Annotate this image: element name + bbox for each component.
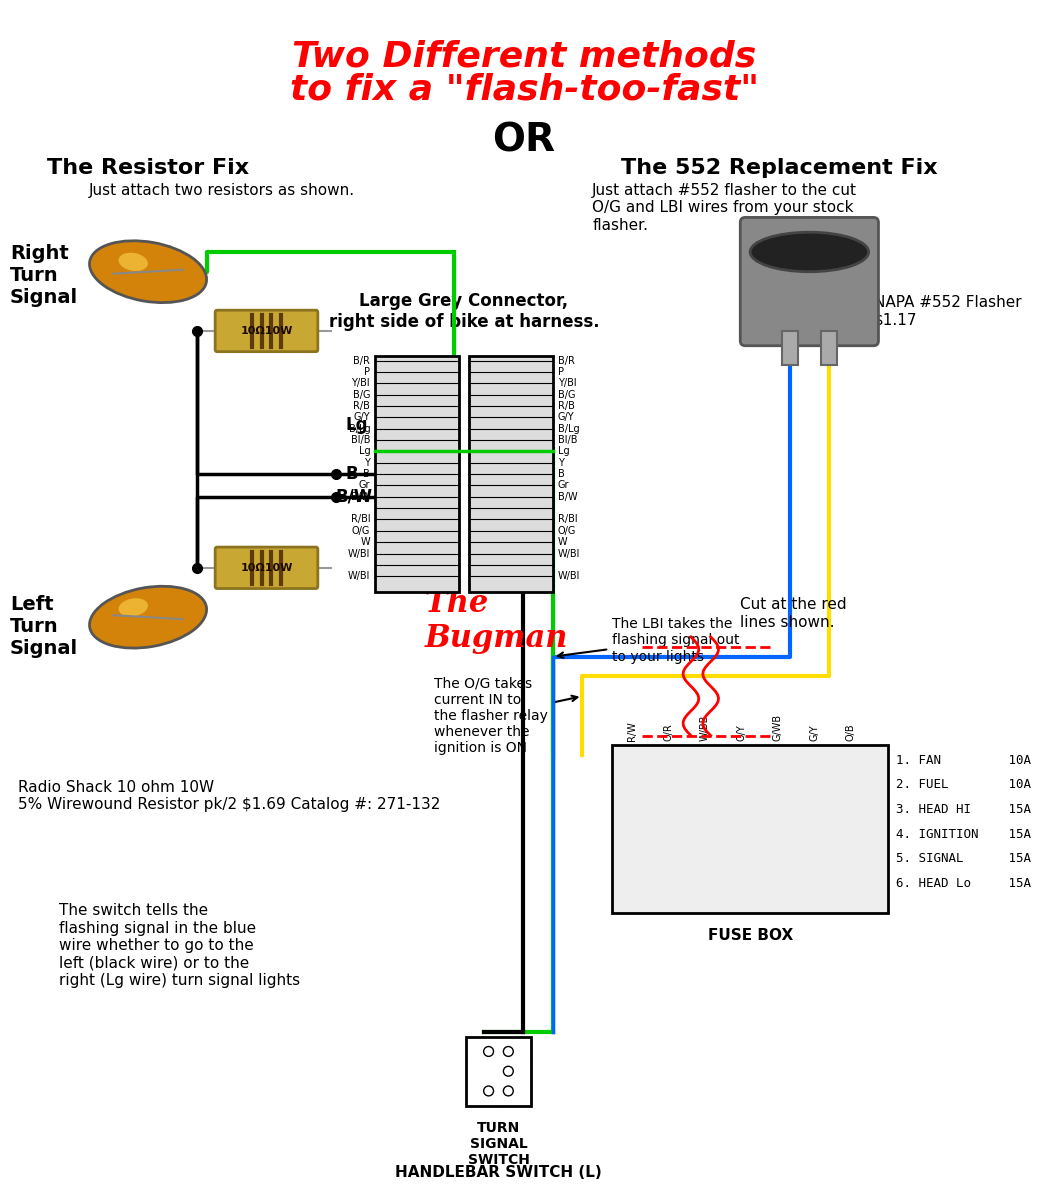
Text: 6. HEAD Lo     15A: 6. HEAD Lo 15A (896, 877, 1031, 890)
Text: Gr: Gr (558, 480, 569, 491)
Text: Lg: Lg (359, 447, 371, 456)
Text: HANDLEBAR SWITCH (L): HANDLEBAR SWITCH (L) (395, 1165, 602, 1180)
Text: R/B: R/B (558, 400, 575, 411)
Text: 4. IGNITION    15A: 4. IGNITION 15A (896, 828, 1031, 841)
Text: P: P (364, 367, 371, 377)
Text: R/W: R/W (627, 721, 637, 740)
Text: Left
Turn
Signal: Left Turn Signal (10, 595, 78, 658)
Text: Y: Y (364, 457, 371, 468)
Circle shape (503, 1047, 513, 1056)
Text: 1. FAN         10A: 1. FAN 10A (896, 754, 1031, 766)
Circle shape (483, 1086, 494, 1095)
Text: W/Bl: W/Bl (347, 549, 371, 558)
Text: B/G: B/G (353, 390, 371, 399)
Bar (468, 355, 552, 593)
FancyBboxPatch shape (740, 217, 878, 346)
Text: O/Y: O/Y (736, 723, 747, 740)
Text: Y/Bl: Y/Bl (352, 378, 371, 388)
Text: W/Bl: W/Bl (558, 549, 580, 558)
Text: W/Bl: W/Bl (347, 571, 371, 581)
Text: B: B (345, 465, 358, 484)
Text: W/Bl: W/Bl (558, 571, 580, 581)
Text: O/G: O/G (558, 526, 576, 536)
Text: B/R: B/R (558, 355, 575, 366)
Text: The 552 Replacement Fix: The 552 Replacement Fix (621, 158, 938, 178)
Circle shape (503, 1067, 513, 1076)
Text: Lg: Lg (345, 416, 367, 434)
Circle shape (483, 1047, 494, 1056)
Text: R/Bl: R/Bl (350, 514, 371, 524)
Text: 5. SIGNAL      15A: 5. SIGNAL 15A (896, 853, 1031, 866)
Text: B/W: B/W (336, 488, 373, 506)
Text: Gr: Gr (359, 480, 371, 491)
Text: B/Lg: B/Lg (558, 424, 579, 434)
Text: R/Bl: R/Bl (558, 514, 578, 524)
Text: Cut at the red
lines shown.: Cut at the red lines shown. (740, 598, 846, 630)
Text: Two Different methods: Two Different methods (292, 39, 756, 74)
Text: G/Y: G/Y (354, 412, 371, 422)
Text: OR: OR (493, 121, 555, 159)
Text: B/Lg: B/Lg (348, 424, 371, 434)
Text: NAPA #552 Flasher
$1.17: NAPA #552 Flasher $1.17 (874, 295, 1022, 328)
Text: The O/G takes
current IN to
the flasher relay
whenever the
ignition is ON: The O/G takes current IN to the flasher … (434, 676, 578, 756)
Text: B/W: B/W (350, 492, 371, 501)
Text: O/B: O/B (845, 723, 856, 740)
Ellipse shape (89, 241, 207, 303)
Ellipse shape (750, 232, 869, 272)
Text: W: W (558, 537, 567, 548)
Text: The switch tells the
flashing signal in the blue
wire whether to go to the
left : The switch tells the flashing signal in … (59, 903, 301, 988)
Ellipse shape (119, 253, 148, 271)
FancyBboxPatch shape (216, 310, 318, 352)
Text: W: W (360, 537, 371, 548)
Text: 10Ω10W: 10Ω10W (240, 563, 293, 573)
Text: B: B (558, 469, 564, 479)
Text: G/Y: G/Y (809, 723, 819, 740)
Text: R/B: R/B (354, 400, 371, 411)
Text: Y/Bl: Y/Bl (558, 378, 577, 388)
Text: The LBI takes the
flashing signal out
to your lights: The LBI takes the flashing signal out to… (558, 618, 739, 664)
Text: 10Ω10W: 10Ω10W (240, 326, 293, 336)
Bar (375, 355, 459, 593)
Circle shape (503, 1086, 513, 1095)
Text: Bl/B: Bl/B (558, 435, 577, 446)
Bar (466, 1037, 531, 1106)
Bar (782, 331, 798, 366)
Text: to fix a "flash-too-fast": to fix a "flash-too-fast" (290, 72, 758, 106)
Text: Lg: Lg (558, 447, 569, 456)
Text: B/W: B/W (558, 492, 578, 501)
Text: O/G: O/G (352, 526, 371, 536)
Text: TURN
SIGNAL
SWITCH: TURN SIGNAL SWITCH (467, 1120, 529, 1167)
Text: Bl/B: Bl/B (350, 435, 371, 446)
Text: O/R: O/R (664, 722, 673, 740)
Text: 2. FUEL        10A: 2. FUEL 10A (896, 778, 1031, 791)
Ellipse shape (119, 599, 148, 617)
Text: B/G: B/G (558, 390, 576, 399)
Text: Right
Turn
Signal: Right Turn Signal (10, 244, 78, 307)
Text: G/WB: G/WB (773, 714, 783, 740)
Bar (612, 746, 888, 914)
Text: Large Grey Connector,
right side of bike at harness.: Large Grey Connector, right side of bike… (328, 292, 599, 331)
Text: P: P (558, 367, 564, 377)
Text: The
Bugman: The Bugman (425, 588, 568, 655)
Text: Radio Shack 10 ohm 10W
5% Wirewound Resistor pk/2 $1.69 Catalog #: 271-132: Radio Shack 10 ohm 10W 5% Wirewound Resi… (18, 781, 440, 813)
Text: Just attach two resistors as shown.: Just attach two resistors as shown. (89, 183, 355, 198)
FancyBboxPatch shape (216, 548, 318, 588)
Ellipse shape (89, 586, 207, 649)
Text: G/Y: G/Y (558, 412, 575, 422)
Text: W/BB: W/BB (700, 714, 709, 740)
Text: B/R: B/R (354, 355, 371, 366)
Text: Just attach #552 flasher to the cut
O/G and LBI wires from your stock
flasher.: Just attach #552 flasher to the cut O/G … (593, 183, 857, 233)
Bar (821, 331, 837, 366)
Text: The Resistor Fix: The Resistor Fix (47, 158, 250, 178)
Text: Y: Y (558, 457, 564, 468)
Text: FUSE BOX: FUSE BOX (707, 928, 792, 943)
Text: B: B (363, 469, 371, 479)
Text: 3. HEAD HI     15A: 3. HEAD HI 15A (896, 803, 1031, 816)
